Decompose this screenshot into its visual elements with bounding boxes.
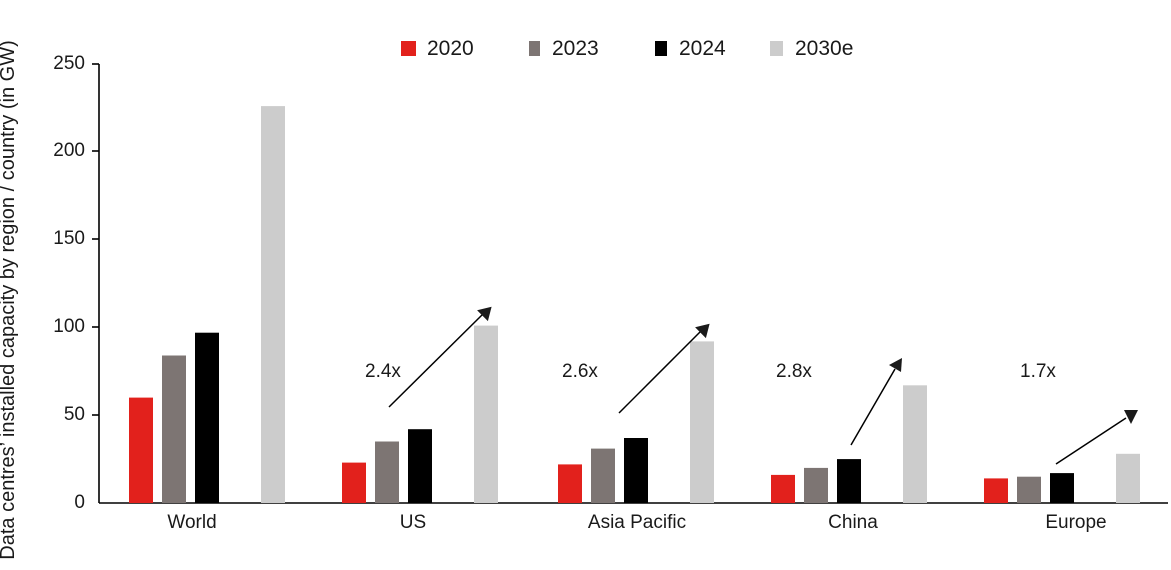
svg-text:2030e: 2030e	[795, 37, 853, 60]
svg-text:0: 0	[74, 492, 85, 513]
svg-text:2024: 2024	[679, 37, 726, 60]
svg-text:2.4x: 2.4x	[365, 361, 401, 382]
svg-text:2.6x: 2.6x	[562, 361, 598, 382]
svg-text:2023: 2023	[552, 37, 599, 60]
svg-text:150: 150	[53, 228, 85, 249]
svg-text:Europe: Europe	[1045, 512, 1106, 533]
svg-text:China: China	[828, 512, 878, 533]
svg-text:US: US	[400, 512, 426, 533]
svg-text:50: 50	[64, 404, 85, 425]
svg-text:100: 100	[53, 316, 85, 337]
svg-text:Asia Pacific: Asia Pacific	[588, 512, 686, 533]
svg-text:2020: 2020	[427, 37, 474, 60]
svg-text:2.8x: 2.8x	[776, 361, 812, 382]
svg-text:1.7x: 1.7x	[1020, 361, 1056, 382]
svg-text:World: World	[167, 512, 216, 533]
svg-text:200: 200	[53, 140, 85, 161]
svg-text:Data centres’ installed capaci: Data centres’ installed capacity by regi…	[0, 40, 19, 559]
svg-text:250: 250	[53, 53, 85, 74]
